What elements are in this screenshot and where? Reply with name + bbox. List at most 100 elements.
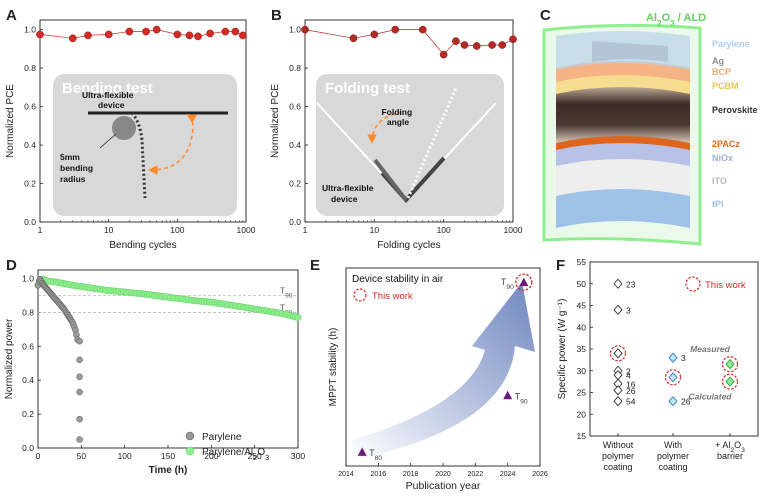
device-label: Ultra-flexible device [322,183,376,204]
data-point [173,30,182,39]
point-label: 16 [626,379,636,389]
device-label-line: Ultra-flexible [82,90,134,100]
y-axis-label: MPPT stability (h) [328,328,339,407]
layer-label: Perovskite [712,105,758,115]
point-annotation: Measured [690,344,730,354]
bending-rod [112,116,136,140]
data-point [391,25,400,34]
reference-line-label: T90 [280,285,293,299]
fold-angle-ray [406,87,458,199]
angle-label-line: Folding [381,107,412,117]
encapsulation-title: Al2O3 / ALD [646,12,706,28]
y-tick-label: 20 [577,409,587,419]
subscript: 3 [670,19,675,28]
data-point [613,396,623,407]
x-tick-label: 2016 [371,471,387,478]
text-segment: Without [603,440,634,450]
y-tick-label: 0.4 [24,140,36,150]
data-point-parylene [76,388,83,396]
x-tick-label: 2018 [403,471,419,478]
data-point [68,34,77,43]
data-point [84,31,92,40]
text-segment: coating [603,462,632,472]
data-point [239,31,247,40]
data-point [104,30,113,39]
x-tick-label: 0 [36,451,41,461]
data-point [152,25,161,34]
y-tick-label: 0.2 [24,179,36,189]
data-point [613,348,623,359]
layer-label: Ag [712,56,724,66]
layer-label: PCBM [712,81,739,91]
plot-title: Device stability in air [352,274,444,285]
radius-label-line: bending [60,163,93,173]
data-point [519,277,529,287]
data-point [194,32,202,41]
y-axis-label: Specific power (W g⁻¹) [557,299,568,400]
y-tick-label: 0.4 [22,375,34,385]
device-label: Ultra-flexible device [82,90,136,110]
data-point [613,385,623,396]
y-tick-label: 30 [577,366,587,376]
x-tick-label: 1000 [504,225,523,235]
category-label: + Al2O3 barrier [715,440,745,461]
x-tick-label: 50 [77,451,87,461]
layer-label: ITO [712,176,727,186]
x-tick-label: 1 [38,225,43,235]
data-point [125,27,134,36]
panel-label-e: E [310,257,320,274]
this-work-highlight [721,356,739,373]
legend-marker-this-work [685,276,701,292]
text-segment: coating [658,462,687,472]
bending-direction-arrow [148,114,198,175]
panel-label-d: D [6,257,17,274]
layer-bcp [556,61,690,82]
data-point [613,304,623,316]
point-label: T90 [515,391,528,405]
x-tick-label: 2020 [435,471,451,478]
data-point [725,359,735,370]
x-tick-label: 2014 [338,471,354,478]
layer-niox [556,141,690,166]
x-axis-label: Publication year [406,480,481,492]
plot-frame [39,19,247,223]
data-point-parylene [76,356,83,364]
y-tick-label: 0.8 [22,307,34,317]
radius-label-line: radius [60,174,86,184]
y-tick-label: 0.0 [289,217,301,227]
point-label: 23 [626,279,636,289]
data-point [36,30,44,39]
angle-label: Folding angle [381,107,414,127]
legend-marker-this-work [353,288,367,302]
this-work-highlight [664,369,682,386]
x-tick-label: 250 [248,451,262,461]
y-tick-label: 25 [577,388,587,398]
panel-label-f: F [556,257,565,274]
point-label: 3 [626,305,631,315]
y-axis-label: Normalized PCE [5,84,16,158]
x-tick-label: 2026 [532,471,548,478]
data-point [472,42,481,50]
layer-label: 2PACz [712,139,740,149]
y-tick-label: 0.6 [289,102,301,112]
bent-device-path [130,112,147,199]
y-tick-label: 0.8 [24,63,36,73]
data-point [725,376,735,387]
y-tick-label: 50 [577,279,587,289]
y-axis-label: Normalized power [4,318,15,399]
fold-direction-arrow [367,111,403,144]
legend-label-parylene-al2o3: Parylene/Al2O3 [202,447,269,462]
category-label-line: barrier [717,451,743,461]
data-point [668,372,678,383]
category-label-line: coating [658,462,687,472]
subscript: 2 [657,19,662,28]
text-segment: barrier [717,451,743,461]
y-tick-label: 0.6 [22,341,34,351]
subscript: 2 [253,453,257,462]
y-tick-label: 0.6 [24,102,36,112]
trend-arrow [352,282,535,460]
y-tick-label: 1.0 [289,25,301,35]
bending-test-inset: Bending test Ultra-flexible device 5mm b… [53,74,237,216]
